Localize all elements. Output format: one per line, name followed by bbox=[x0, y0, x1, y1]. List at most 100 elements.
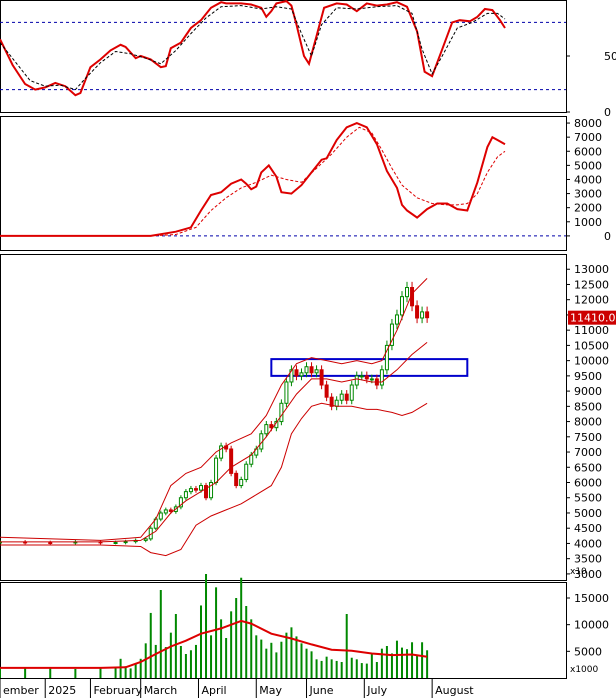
candle-body bbox=[379, 369, 384, 386]
volume-bar bbox=[290, 627, 293, 678]
y-tick-label: 0 bbox=[604, 230, 611, 243]
y-tick-label: 10000 bbox=[574, 619, 609, 632]
volume-bar bbox=[260, 639, 263, 678]
volume-bar bbox=[300, 643, 303, 678]
panel-frame-1 bbox=[0, 116, 567, 251]
volume-bar bbox=[426, 650, 429, 678]
volume-bar bbox=[210, 635, 213, 678]
volume-bar bbox=[174, 614, 177, 678]
candle-body bbox=[123, 541, 128, 544]
volume-bar bbox=[154, 644, 157, 678]
candle-body bbox=[354, 375, 359, 386]
volume-bar bbox=[129, 668, 132, 678]
candle-body bbox=[304, 366, 309, 374]
y-tick-label: 3000 bbox=[574, 188, 602, 201]
y-tick-label: 7500 bbox=[574, 431, 602, 444]
volume-bar bbox=[370, 652, 373, 678]
y-tick-label: 12000 bbox=[574, 294, 609, 307]
volume-bar bbox=[215, 587, 218, 678]
volume-bar bbox=[230, 611, 233, 678]
volume-bar bbox=[340, 662, 343, 678]
volume-bar bbox=[406, 649, 409, 678]
candle-body bbox=[344, 393, 349, 401]
volume-ma-line bbox=[0, 619, 428, 669]
y-tick-label: 4500 bbox=[574, 522, 602, 535]
x-tick-label: 2025 bbox=[48, 684, 76, 697]
volume-bar bbox=[149, 612, 152, 678]
volume-bar bbox=[411, 642, 414, 678]
volume-bar bbox=[360, 663, 363, 678]
candle-body bbox=[113, 542, 118, 545]
unit-label: x10 bbox=[570, 567, 587, 577]
y-tick-label: 8000 bbox=[574, 416, 602, 429]
y-tick-label: 8500 bbox=[574, 400, 602, 413]
candle-body bbox=[329, 396, 334, 407]
y-tick-label: 5500 bbox=[574, 492, 602, 505]
volume-bar bbox=[250, 619, 253, 678]
x-tick-label: June bbox=[309, 684, 334, 697]
y-tick-label: 50 bbox=[604, 50, 616, 63]
candle-body bbox=[284, 381, 289, 404]
candle-body bbox=[299, 372, 304, 377]
candle-body bbox=[364, 375, 369, 380]
candle-body bbox=[158, 512, 163, 520]
candle-body bbox=[339, 393, 344, 401]
candle-body bbox=[229, 448, 234, 474]
panel-frames bbox=[0, 0, 567, 679]
y-tick-label: 12500 bbox=[574, 278, 609, 291]
y-tick-label: 2000 bbox=[574, 202, 602, 215]
y-tick-label: 4000 bbox=[574, 537, 602, 550]
candle-body bbox=[425, 311, 430, 319]
volume-bar bbox=[199, 605, 202, 678]
volume-bar bbox=[310, 651, 313, 678]
bollinger-lower-line bbox=[0, 402, 428, 557]
candle-body bbox=[349, 384, 354, 401]
candle-body bbox=[309, 366, 314, 374]
y-tick-label: 11000 bbox=[574, 324, 609, 337]
volume-bar bbox=[320, 660, 323, 678]
volume-bar bbox=[400, 647, 403, 678]
volume-bar bbox=[159, 590, 162, 678]
x-tick-label: April bbox=[201, 684, 226, 697]
volume-bar bbox=[235, 598, 238, 678]
volume-bar bbox=[345, 614, 348, 678]
volume-bar bbox=[220, 619, 223, 678]
y-tick-label: 4000 bbox=[574, 173, 602, 186]
volume-bar bbox=[375, 662, 378, 678]
candle-body bbox=[193, 488, 198, 491]
volume-bar bbox=[114, 667, 117, 678]
candle-body bbox=[289, 369, 294, 383]
candle-body bbox=[0, 541, 2, 544]
unit-label: x1000 bbox=[570, 665, 599, 675]
candle-body bbox=[219, 445, 224, 459]
volume-bar bbox=[330, 659, 333, 678]
x-tick-label: May bbox=[259, 684, 282, 697]
volume-bar bbox=[144, 643, 147, 678]
volume-bar bbox=[285, 632, 288, 678]
volume-bar bbox=[139, 658, 142, 678]
volume-bar bbox=[124, 666, 127, 678]
volume-bar bbox=[189, 650, 192, 678]
candle-body bbox=[168, 509, 173, 512]
y-tick-label: 15000 bbox=[574, 592, 609, 605]
price-panel: 1300012500120001150011000105001000095009… bbox=[0, 263, 616, 581]
last-price-box bbox=[568, 310, 616, 325]
candle-body bbox=[294, 369, 299, 377]
volume-panel: 15000 10000 5000 x1000 bbox=[0, 574, 609, 678]
y-tick-label: 9000 bbox=[574, 385, 602, 398]
volume-bar bbox=[280, 641, 283, 678]
y-tick-label: 0 bbox=[604, 106, 611, 119]
volume-bar bbox=[385, 646, 388, 678]
candle-body bbox=[269, 424, 274, 429]
candle-body bbox=[399, 296, 404, 316]
volume-bar bbox=[184, 654, 187, 678]
y-tick-label: 6000 bbox=[574, 145, 602, 158]
y-tick-label: 3000 bbox=[574, 568, 602, 581]
candle-body bbox=[389, 323, 394, 346]
oscillator-panel: 0 50 bbox=[0, 0, 616, 119]
candle-body bbox=[178, 497, 183, 508]
candle-body bbox=[48, 542, 53, 545]
y-tick-label: 1000 bbox=[574, 216, 602, 229]
volume-bar bbox=[350, 657, 353, 678]
y-tick-label: 8000 bbox=[574, 117, 602, 130]
